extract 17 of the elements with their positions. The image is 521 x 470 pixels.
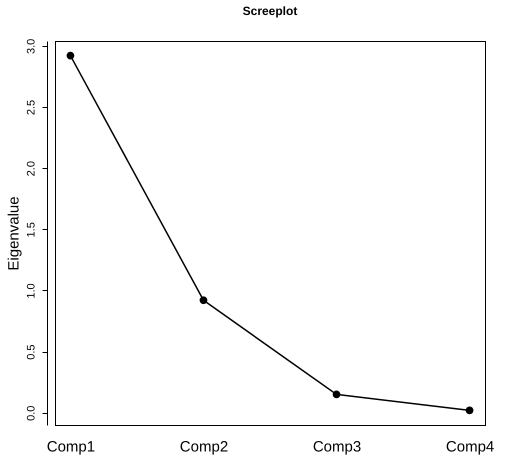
- point: [66, 52, 74, 60]
- x-tick-label: Comp3: [312, 438, 362, 456]
- x-tick-label: Comp4: [446, 438, 494, 456]
- point: [466, 406, 474, 414]
- y-tick-label: 2.0: [26, 161, 38, 176]
- y-tick-label: 0.0: [26, 406, 38, 421]
- chart-title: Screeplot: [242, 4, 298, 18]
- y-tick-label: 3.0: [26, 38, 38, 54]
- x-tick-label: Comp2: [180, 438, 228, 456]
- y-tick-label: 1.0: [26, 283, 38, 299]
- y-axis-title: Eigenvalue: [6, 196, 22, 271]
- y-tick-label: 2.5: [26, 100, 38, 116]
- y-tick-label: 1.5: [26, 222, 38, 238]
- point: [332, 390, 340, 398]
- x-tick-label: Comp1: [46, 438, 96, 456]
- point: [200, 296, 208, 304]
- y-tick-label: 0.5: [26, 344, 38, 360]
